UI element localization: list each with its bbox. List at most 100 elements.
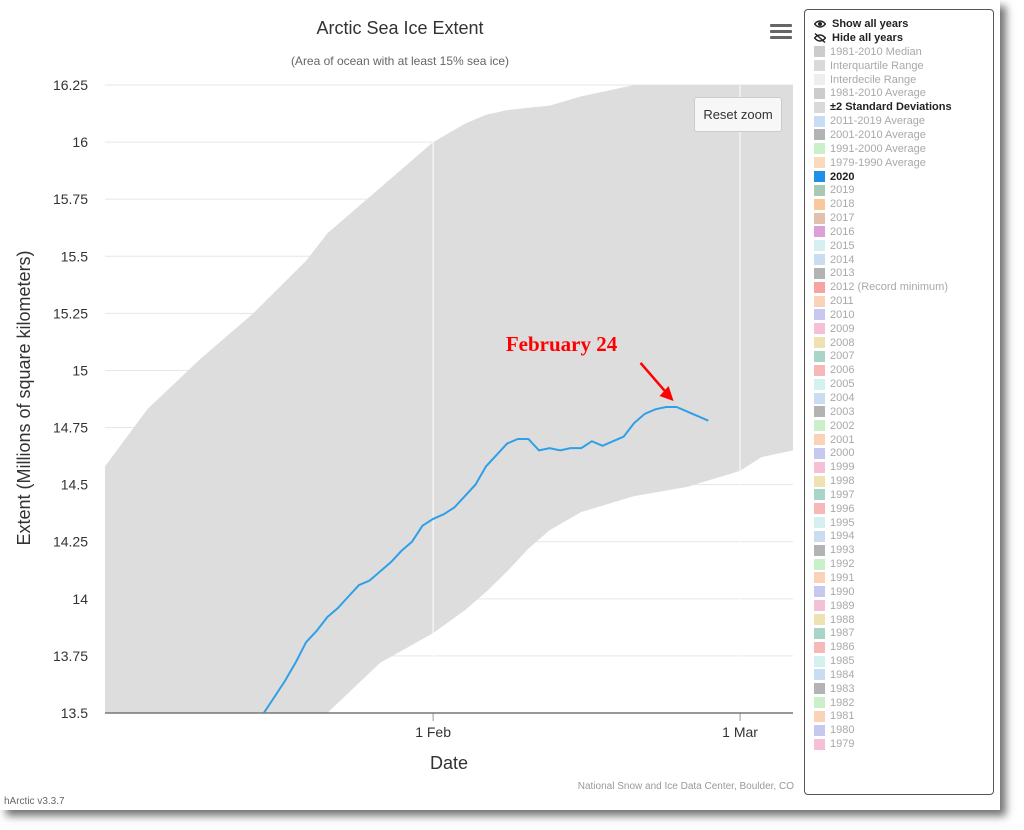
- legend-item[interactable]: 2018: [814, 197, 993, 211]
- hide-all-years-button[interactable]: Hide all years: [814, 31, 993, 45]
- y-tick-label: 14: [72, 591, 88, 607]
- legend-item-label: 1982: [830, 696, 855, 709]
- legend-item[interactable]: 1992: [814, 557, 993, 571]
- hamburger-menu-icon[interactable]: [770, 24, 792, 42]
- legend-item-label: ±2 Standard Deviations: [830, 101, 952, 114]
- legend-swatch: [814, 600, 825, 612]
- legend-swatch: [814, 309, 825, 321]
- legend-item[interactable]: 2010: [814, 308, 993, 322]
- legend-item[interactable]: 2005: [814, 377, 993, 391]
- legend-item[interactable]: 2013: [814, 267, 993, 281]
- legend-item-label: 2004: [830, 392, 855, 405]
- legend-item[interactable]: 2002: [814, 419, 993, 433]
- legend-item[interactable]: 1980: [814, 723, 993, 737]
- legend-item-label: 2015: [830, 239, 855, 252]
- legend-item[interactable]: 2014: [814, 253, 993, 267]
- annotation-arrowhead: [659, 385, 674, 401]
- legend-item[interactable]: 2006: [814, 363, 993, 377]
- legend-item[interactable]: 2020: [814, 170, 993, 184]
- legend-item[interactable]: 1999: [814, 460, 993, 474]
- legend-item[interactable]: 1981-2010 Median: [814, 45, 993, 59]
- legend-item[interactable]: 2004: [814, 391, 993, 405]
- legend-item[interactable]: 1990: [814, 585, 993, 599]
- credits-text[interactable]: National Snow and Ice Data Center, Bould…: [577, 781, 794, 792]
- show-all-years-button[interactable]: Show all years: [814, 17, 993, 31]
- legend-item[interactable]: 1993: [814, 543, 993, 557]
- y-tick-label: 13.75: [53, 648, 88, 664]
- legend-item-label: 1981-2010 Average: [830, 87, 926, 100]
- legend-item[interactable]: 1997: [814, 488, 993, 502]
- chart-subtitle: (Area of ocean with at least 15% sea ice…: [291, 54, 509, 68]
- legend-item[interactable]: 1996: [814, 502, 993, 516]
- legend-item[interactable]: 2000: [814, 446, 993, 460]
- legend-item-label: 1979-1990 Average: [830, 156, 926, 169]
- legend-item-label: 1981-2010 Median: [830, 45, 922, 58]
- legend-item[interactable]: 1995: [814, 516, 993, 530]
- legend-item-label: 1987: [830, 627, 855, 640]
- y-tick-label: 15.25: [53, 305, 88, 321]
- legend-item[interactable]: 2009: [814, 322, 993, 336]
- chart-title: Arctic Sea Ice Extent: [316, 18, 483, 38]
- legend-item[interactable]: 1987: [814, 626, 993, 640]
- annotation-layer: February 24: [506, 332, 674, 401]
- legend-item[interactable]: 1985: [814, 654, 993, 668]
- legend-item[interactable]: 1982: [814, 696, 993, 710]
- legend-item-label: 1980: [830, 724, 855, 737]
- legend-swatch: [814, 627, 825, 639]
- legend-item[interactable]: 1986: [814, 640, 993, 654]
- legend-item[interactable]: 1979: [814, 737, 993, 751]
- legend-swatch: [814, 157, 825, 169]
- legend-swatch: [814, 447, 825, 459]
- legend-item[interactable]: 1989: [814, 599, 993, 613]
- legend-item[interactable]: 2007: [814, 350, 993, 364]
- reset-zoom-button[interactable]: Reset zoom: [694, 97, 782, 132]
- y-tick-label: 15.75: [53, 191, 88, 207]
- legend-item[interactable]: Interdecile Range: [814, 73, 993, 87]
- legend-item[interactable]: 2011-2019 Average: [814, 114, 993, 128]
- legend-item[interactable]: 1981-2010 Average: [814, 87, 993, 101]
- legend-swatch: [814, 212, 825, 224]
- legend-item[interactable]: 1991-2000 Average: [814, 142, 993, 156]
- legend-item[interactable]: 2003: [814, 405, 993, 419]
- legend-item[interactable]: 1983: [814, 682, 993, 696]
- legend-item-label: 1989: [830, 599, 855, 612]
- legend-item[interactable]: Interquartile Range: [814, 59, 993, 73]
- legend-item-label: 1996: [830, 502, 855, 515]
- x-tick-label: 1 Feb: [415, 724, 451, 740]
- legend-item[interactable]: 1981: [814, 710, 993, 724]
- legend-item[interactable]: 2008: [814, 336, 993, 350]
- legend-item[interactable]: 2001-2010 Average: [814, 128, 993, 142]
- legend-panel: Show all years Hide all years 1981-2010 …: [804, 9, 994, 795]
- legend-item[interactable]: 1984: [814, 668, 993, 682]
- legend-item[interactable]: 1994: [814, 530, 993, 544]
- legend-item[interactable]: 1988: [814, 613, 993, 627]
- legend-item-label: 2000: [830, 447, 855, 460]
- eye-icon: [814, 20, 826, 28]
- legend-item[interactable]: 2012 (Record minimum): [814, 280, 993, 294]
- legend-item-label: 2013: [830, 267, 855, 280]
- legend-item[interactable]: 1998: [814, 474, 993, 488]
- legend-swatch: [814, 669, 825, 681]
- legend-item[interactable]: 2017: [814, 211, 993, 225]
- legend-item[interactable]: 2011: [814, 294, 993, 308]
- hide-all-years-label: Hide all years: [832, 32, 903, 44]
- legend-swatch: [814, 281, 825, 293]
- legend-item-label: 2001: [830, 433, 855, 446]
- legend-swatch: [814, 655, 825, 667]
- legend-item[interactable]: 2016: [814, 225, 993, 239]
- y-tick-label: 14.25: [53, 534, 88, 550]
- legend-item-label: 2016: [830, 225, 855, 238]
- legend-item-label: 1994: [830, 530, 855, 543]
- legend-item[interactable]: ±2 Standard Deviations: [814, 100, 993, 114]
- legend-item[interactable]: 1979-1990 Average: [814, 156, 993, 170]
- legend-item[interactable]: 2001: [814, 433, 993, 447]
- chart-area[interactable]: 13.5 13.75 14 14.25 14.5 14.75 15 15.25 15.5 15.7…: [0, 0, 800, 830]
- legend-item[interactable]: 1991: [814, 571, 993, 585]
- y-axis-title: Extent (Millions of square kilometers): [14, 250, 34, 545]
- legend-swatch: [814, 434, 825, 446]
- series-line-2020[interactable]: [262, 406, 709, 714]
- legend-swatch: [814, 323, 825, 335]
- legend-item[interactable]: 2019: [814, 183, 993, 197]
- legend-item[interactable]: 2015: [814, 239, 993, 253]
- legend-swatch: [814, 710, 825, 722]
